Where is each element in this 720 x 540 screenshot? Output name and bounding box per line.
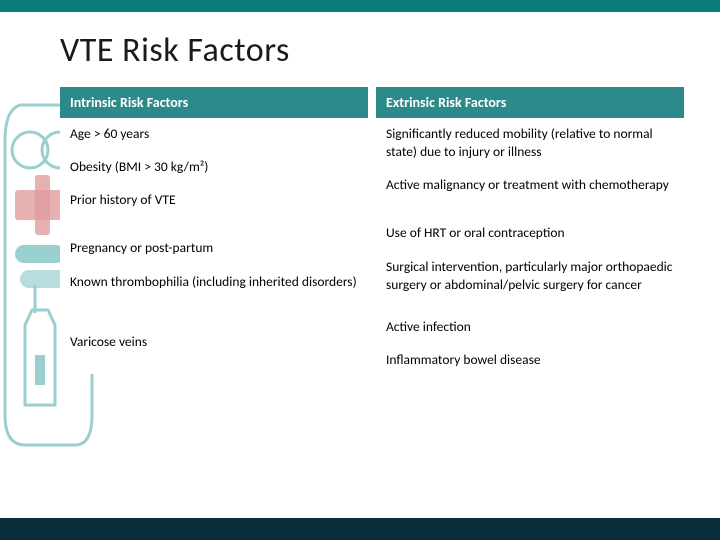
table-cell: Use of HRT or oral contraception	[376, 217, 684, 250]
table-cell: Active malignancy or treatment with chem…	[376, 169, 684, 217]
table-cell: Known thrombophilia (including inherited…	[60, 266, 368, 326]
table-cell: Age > 60 years	[60, 118, 368, 151]
table-cell: Varicose veins	[60, 326, 368, 374]
bottom-accent-bar	[0, 518, 720, 540]
intrinsic-column: Intrinsic Risk Factors Age > 60 years Ob…	[60, 87, 368, 377]
table-cell: Active infection	[376, 311, 684, 344]
extrinsic-column: Extrinsic Risk Factors Significantly red…	[376, 87, 684, 377]
extrinsic-header: Extrinsic Risk Factors	[376, 87, 684, 118]
top-accent-bar	[0, 0, 720, 12]
table-cell: Pregnancy or post-partum	[60, 232, 368, 265]
table-cell: Significantly reduced mobility (relative…	[376, 118, 684, 169]
table-cell: Surgical intervention, particularly majo…	[376, 251, 684, 311]
table-cell: Inflammatory bowel disease	[376, 344, 684, 377]
risk-factors-table: Intrinsic Risk Factors Age > 60 years Ob…	[0, 87, 720, 377]
table-cell: Obesity (BMI > 30 kg/m²)	[60, 151, 368, 184]
table-cell: Prior history of VTE	[60, 184, 368, 232]
page-title: VTE Risk Factors	[60, 30, 720, 71]
intrinsic-header: Intrinsic Risk Factors	[60, 87, 368, 118]
